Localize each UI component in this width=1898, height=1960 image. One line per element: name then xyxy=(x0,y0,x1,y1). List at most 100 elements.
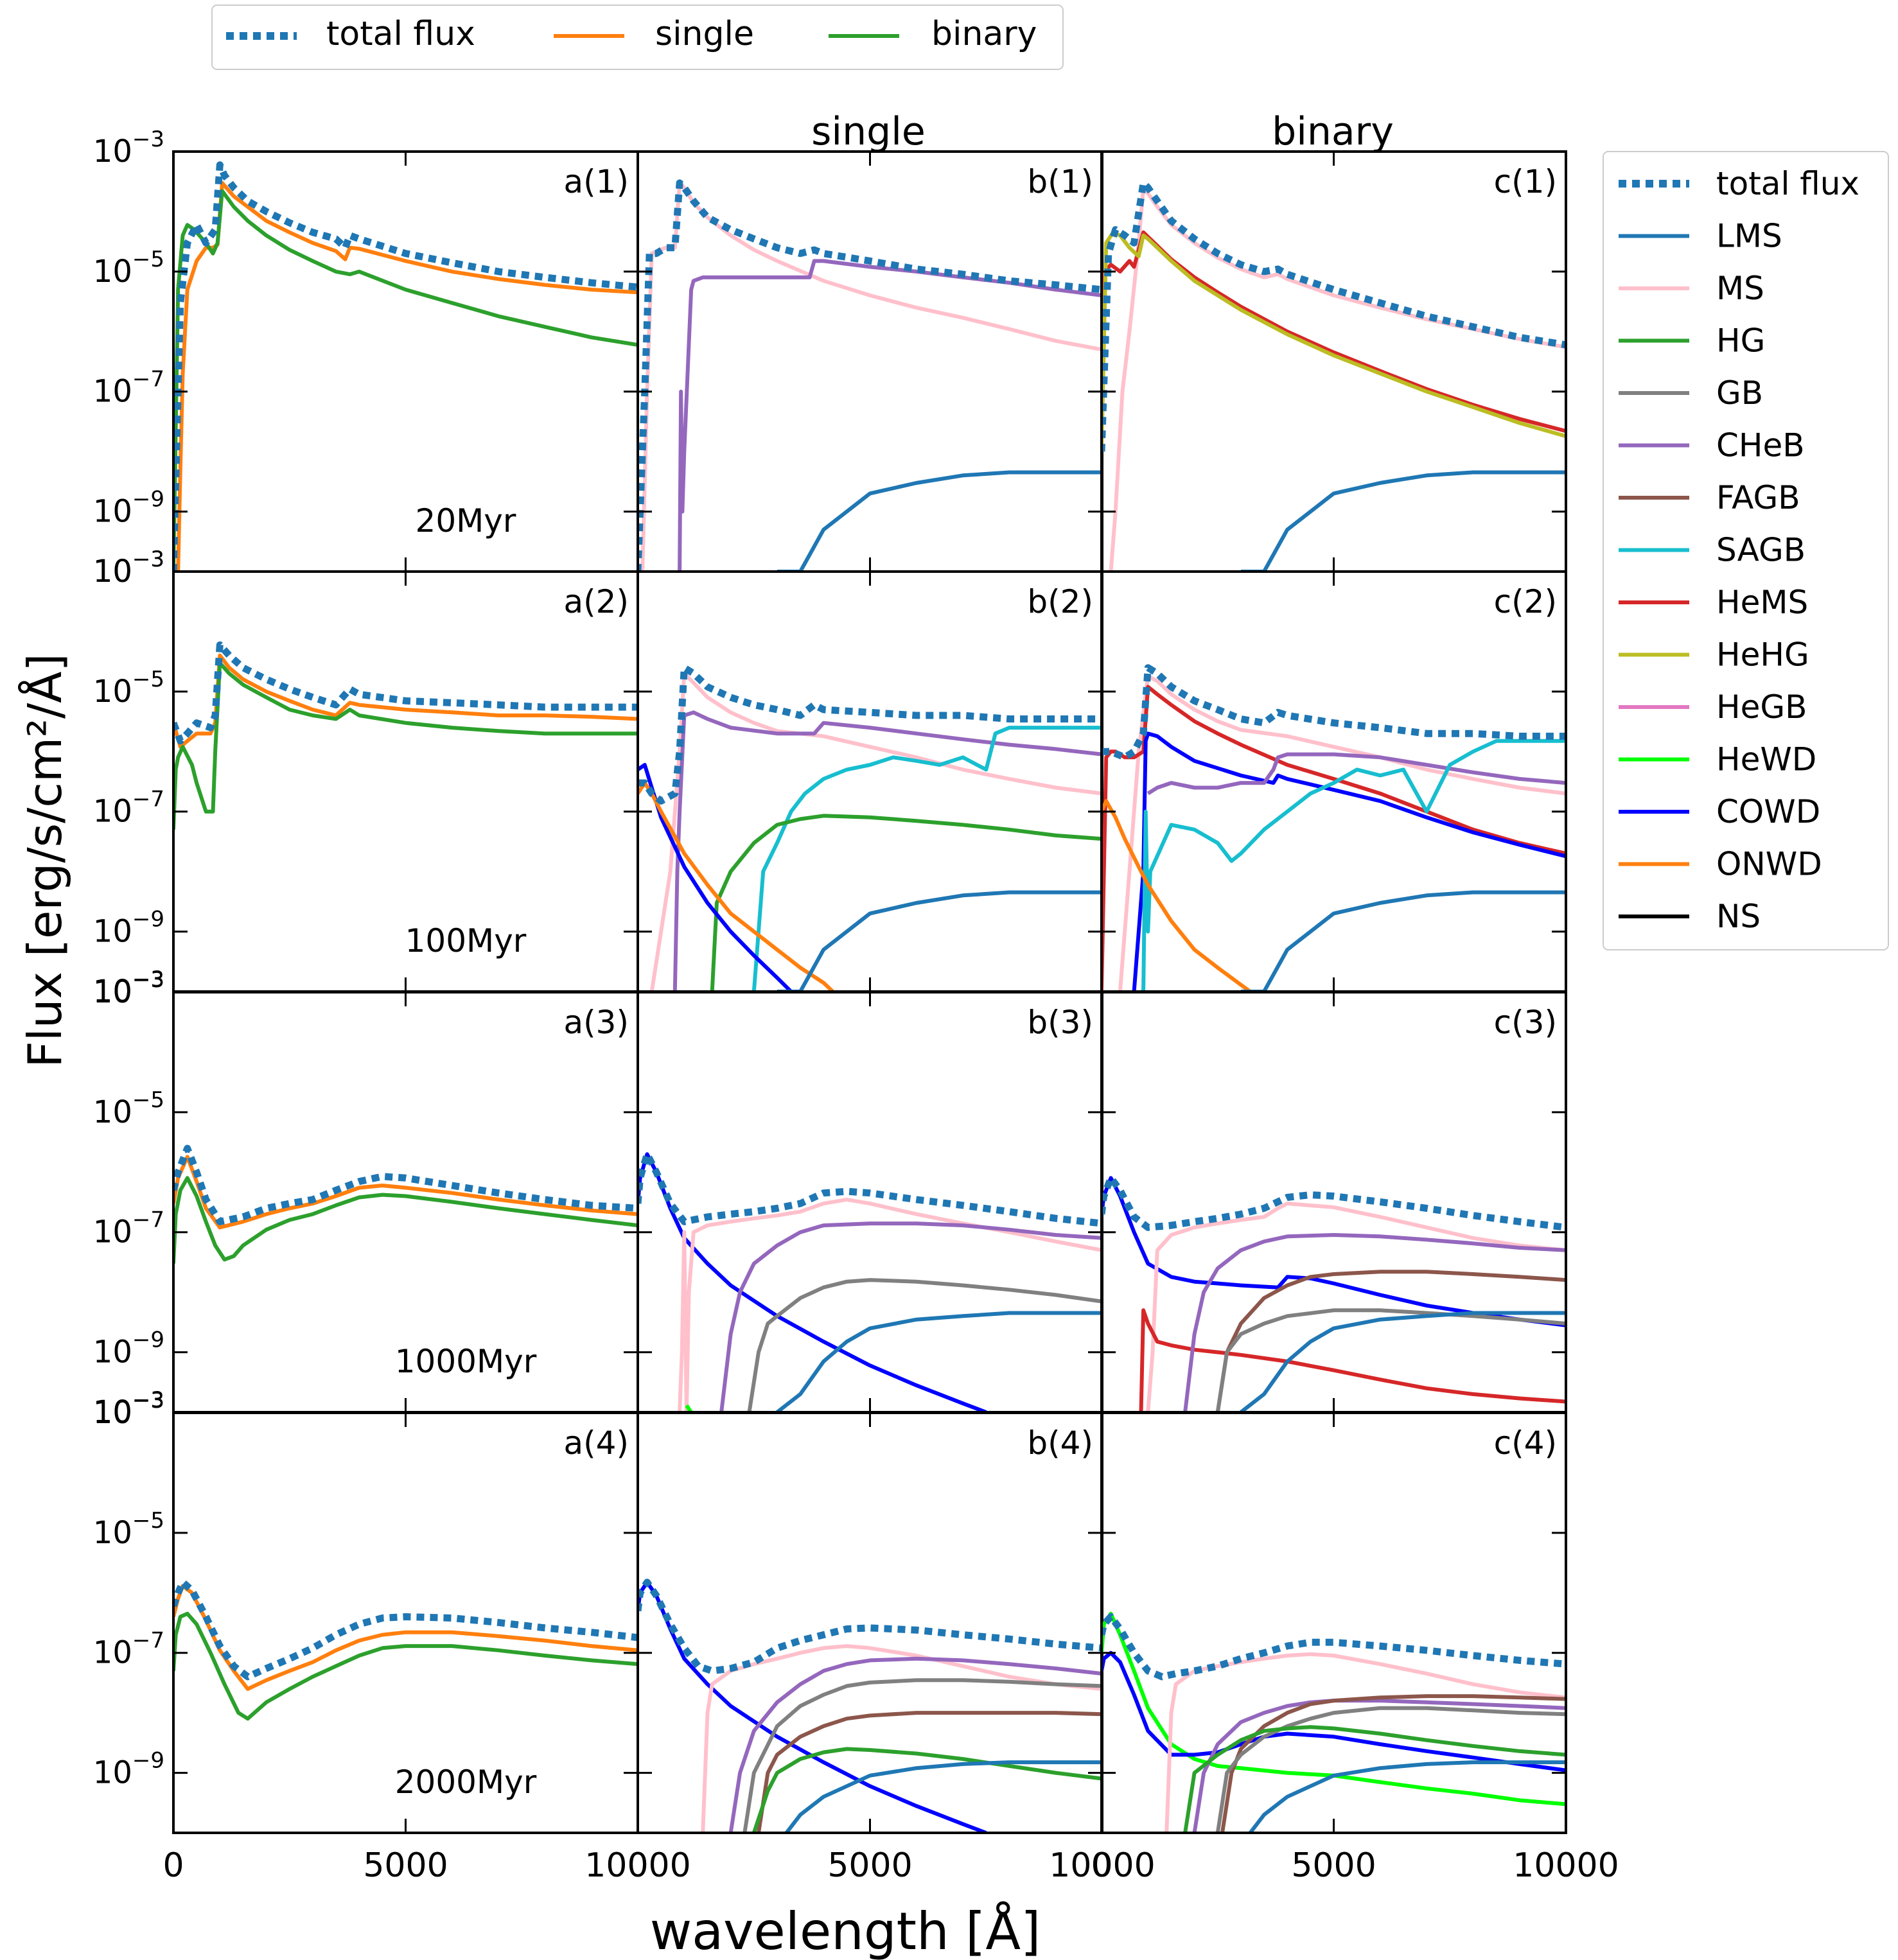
panel-id-label: b(4) xyxy=(1027,1424,1093,1462)
right-legend-label: HeHG xyxy=(1716,636,1809,674)
panel-id-label: c(3) xyxy=(1494,1004,1557,1041)
plot-area xyxy=(1102,1174,1566,1412)
series-single xyxy=(176,180,638,572)
age-label: 20Myr xyxy=(416,502,516,539)
plot-area xyxy=(173,641,638,830)
plot-area xyxy=(1102,1611,1566,1833)
right-legend-label: LMS xyxy=(1716,218,1782,255)
x-tick-label: 0 xyxy=(627,1846,648,1885)
y-tick-label-bottom: 10−3 xyxy=(93,547,164,590)
panel-b(1): b(1) xyxy=(637,150,1103,573)
x-tick-label: 10000 xyxy=(584,1846,690,1885)
series-cheb xyxy=(678,259,1102,572)
plot-area xyxy=(1102,664,1566,992)
series-cheb xyxy=(728,1656,1102,1833)
x-tick-label: 10000 xyxy=(1049,1846,1155,1885)
y-tick-label: 10−5 xyxy=(93,1087,164,1130)
y-tick-label: 10−9 xyxy=(93,907,164,950)
panel-b(2): b(2) xyxy=(637,570,1103,993)
panel-id-label: a(2) xyxy=(564,583,629,620)
series-total-flux xyxy=(1102,179,1566,452)
y-tick-label: 10−9 xyxy=(93,487,164,530)
series-hems xyxy=(1139,1308,1566,1412)
plot-area xyxy=(638,179,1102,572)
age-label: 100Myr xyxy=(405,922,527,959)
panel-id-label: b(3) xyxy=(1027,1004,1093,1041)
right-legend: total flux LMS MS HG GB CHeB FAGB SAGB HeMS HeHG H… xyxy=(1603,151,1889,950)
age-label: 1000Myr xyxy=(395,1343,537,1380)
series-gb xyxy=(1215,1308,1566,1412)
y-tick-label: 10−9 xyxy=(93,1748,164,1791)
plot-area xyxy=(638,664,1102,992)
series-binary xyxy=(173,1611,638,1721)
series-ms xyxy=(649,671,1102,992)
series-total-flux xyxy=(1102,1174,1566,1231)
series-cheb xyxy=(1183,1233,1566,1412)
right-legend-label: HeGB xyxy=(1716,688,1807,726)
x-axis-label: wavelength [Å] xyxy=(650,1901,1041,1960)
x-tick-label: 10000 xyxy=(1513,1846,1619,1885)
right-legend-label: ONWD xyxy=(1716,846,1822,883)
plot-area xyxy=(173,1144,638,1264)
age-label: 2000Myr xyxy=(395,1763,537,1801)
panel-id-label: c(4) xyxy=(1494,1424,1557,1462)
series-hg xyxy=(710,814,1102,992)
plot-area xyxy=(1102,179,1566,572)
x-tick-label: 5000 xyxy=(363,1846,448,1885)
y-tick-label: 10−7 xyxy=(93,367,164,410)
x-tick-label: 0 xyxy=(1091,1846,1112,1885)
series-ms xyxy=(1109,186,1566,572)
series-total-flux xyxy=(1102,1613,1566,1681)
series-gb xyxy=(1215,1706,1566,1833)
series-binary xyxy=(173,661,638,830)
panel-c(1): c(1) xyxy=(1100,150,1567,573)
series-cheb xyxy=(719,1221,1102,1412)
series-cowd xyxy=(638,763,793,992)
series-lms xyxy=(776,1311,1102,1412)
series-ms xyxy=(1118,674,1566,992)
y-tick-label: 10−3 xyxy=(93,967,164,1010)
right-legend-label: FAGB xyxy=(1716,479,1800,516)
series-cowd xyxy=(1132,731,1566,992)
series-gb xyxy=(747,1278,1102,1412)
panel-a(3): a(3) 1000Myr 10−3 10−5 10−7 10−9 10−3 xyxy=(93,967,639,1430)
right-legend-label: GB xyxy=(1716,374,1763,412)
panel-b(4): b(4) 0 5000 10000 xyxy=(627,1412,1155,1885)
right-legend-label: MS xyxy=(1716,270,1764,307)
top-legend-label: total flux xyxy=(326,15,475,53)
series-sagb xyxy=(1141,739,1566,992)
right-legend-label: HeWD xyxy=(1716,741,1816,778)
x-tick-label: 5000 xyxy=(1291,1846,1376,1885)
series-ms xyxy=(1146,1202,1566,1412)
right-legend-label: HeMS xyxy=(1716,584,1808,621)
series-ms xyxy=(640,180,1102,572)
series-lms xyxy=(1240,470,1566,572)
panel-id-label: c(2) xyxy=(1494,583,1557,620)
panel-grid: a(1) 20Myr 10−3 10−5 10−7 10−9 10−3 b(1) c(1) a(2… xyxy=(93,127,1619,1885)
panel-id-label: a(3) xyxy=(564,1004,629,1041)
series-lms xyxy=(1240,890,1566,992)
y-tick-label: 10−3 xyxy=(93,1388,164,1431)
y-tick-label: 10−7 xyxy=(93,787,164,830)
panel-id-label: c(1) xyxy=(1494,163,1557,200)
y-tick-label: 10−5 xyxy=(93,1508,164,1551)
series-total-flux xyxy=(638,1579,1102,1675)
panel-id-label: b(2) xyxy=(1027,583,1093,620)
series-ms xyxy=(1164,1652,1566,1833)
series-total-flux xyxy=(173,1144,638,1225)
series-single xyxy=(173,653,638,749)
x-tick-label: 0 xyxy=(163,1846,184,1885)
column-title-binary: binary xyxy=(1272,109,1394,154)
panel-c(4): c(4) 0 5000 10000 xyxy=(1091,1412,1619,1885)
x-tick-label: 5000 xyxy=(827,1846,912,1885)
top-legend-label: binary xyxy=(931,15,1037,53)
series-fagb xyxy=(1215,1270,1566,1412)
plot-area xyxy=(638,1579,1102,1833)
right-legend-label: CHeB xyxy=(1716,427,1805,464)
right-legend-label: total flux xyxy=(1716,165,1859,202)
top-legend: total flux single binary xyxy=(211,4,1064,70)
plot-area xyxy=(638,1150,1102,1412)
plot-area xyxy=(173,1579,638,1721)
right-legend-label: HG xyxy=(1716,322,1765,360)
